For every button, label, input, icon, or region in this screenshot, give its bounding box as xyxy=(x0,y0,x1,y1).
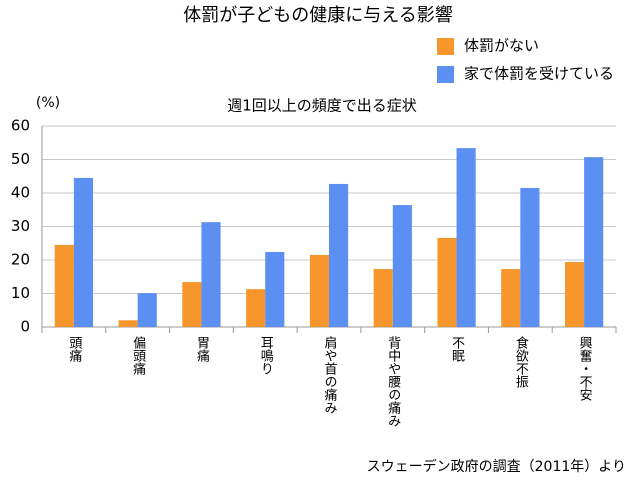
legend-swatch xyxy=(437,66,454,83)
bar xyxy=(329,183,349,327)
bar xyxy=(182,282,202,327)
x-tick-label: 興奮・不安 xyxy=(577,336,593,401)
bar xyxy=(73,177,94,327)
chart-subtitle: 週1回以上の頻度で出る症状 xyxy=(227,97,417,115)
x-tick-label: 胃痛 xyxy=(194,336,210,363)
bar xyxy=(456,148,476,327)
bar xyxy=(137,293,157,327)
y-axis-label: (%) xyxy=(36,95,60,111)
y-tick-label: 60 xyxy=(11,117,30,135)
y-tick-label: 0 xyxy=(20,318,30,336)
x-tick-label: 肩や首の痛み xyxy=(322,335,338,414)
x-tick-label: 耳鳴り xyxy=(258,336,274,375)
bar xyxy=(520,187,540,327)
x-tick-label: 食欲不振 xyxy=(513,335,529,388)
y-tick-label: 20 xyxy=(11,251,30,269)
x-tick-label: 偏頭痛 xyxy=(130,336,146,376)
legend-swatch xyxy=(437,38,454,55)
bar xyxy=(118,320,138,327)
bar xyxy=(54,244,74,327)
x-tick-label: 不眠 xyxy=(449,336,465,363)
bar xyxy=(437,237,457,327)
bar xyxy=(501,269,521,327)
legend-label: 家で体罰を受けている xyxy=(464,65,614,83)
bar xyxy=(392,205,412,327)
bar xyxy=(309,254,329,327)
x-tick-label: 頭痛 xyxy=(66,336,82,363)
bar xyxy=(373,269,393,327)
bar xyxy=(246,289,266,327)
bar xyxy=(584,157,604,327)
bar xyxy=(564,262,585,327)
legend-label: 体罰がない xyxy=(464,37,539,55)
bar xyxy=(265,251,285,327)
chart-title: 体罰が子どもの健康に与える影響 xyxy=(183,5,452,26)
bar xyxy=(201,222,221,327)
source-note: スウェーデン政府の調査（2011年）より xyxy=(367,458,626,475)
y-tick-label: 30 xyxy=(11,217,30,235)
y-tick-label: 40 xyxy=(11,184,30,202)
x-tick-label: 背中や腰の痛み xyxy=(385,336,401,427)
y-tick-label: 50 xyxy=(11,150,30,168)
y-tick-label: 10 xyxy=(11,284,30,302)
